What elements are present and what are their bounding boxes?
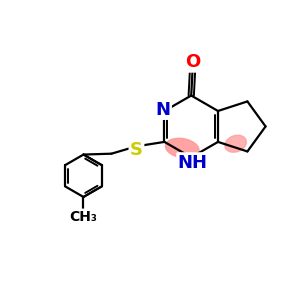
Text: CH₃: CH₃ bbox=[70, 210, 98, 224]
Text: O: O bbox=[185, 53, 200, 71]
Ellipse shape bbox=[166, 138, 199, 158]
Text: S: S bbox=[130, 141, 143, 159]
Text: N: N bbox=[155, 100, 170, 118]
Ellipse shape bbox=[225, 135, 246, 152]
Text: NH: NH bbox=[178, 154, 208, 172]
